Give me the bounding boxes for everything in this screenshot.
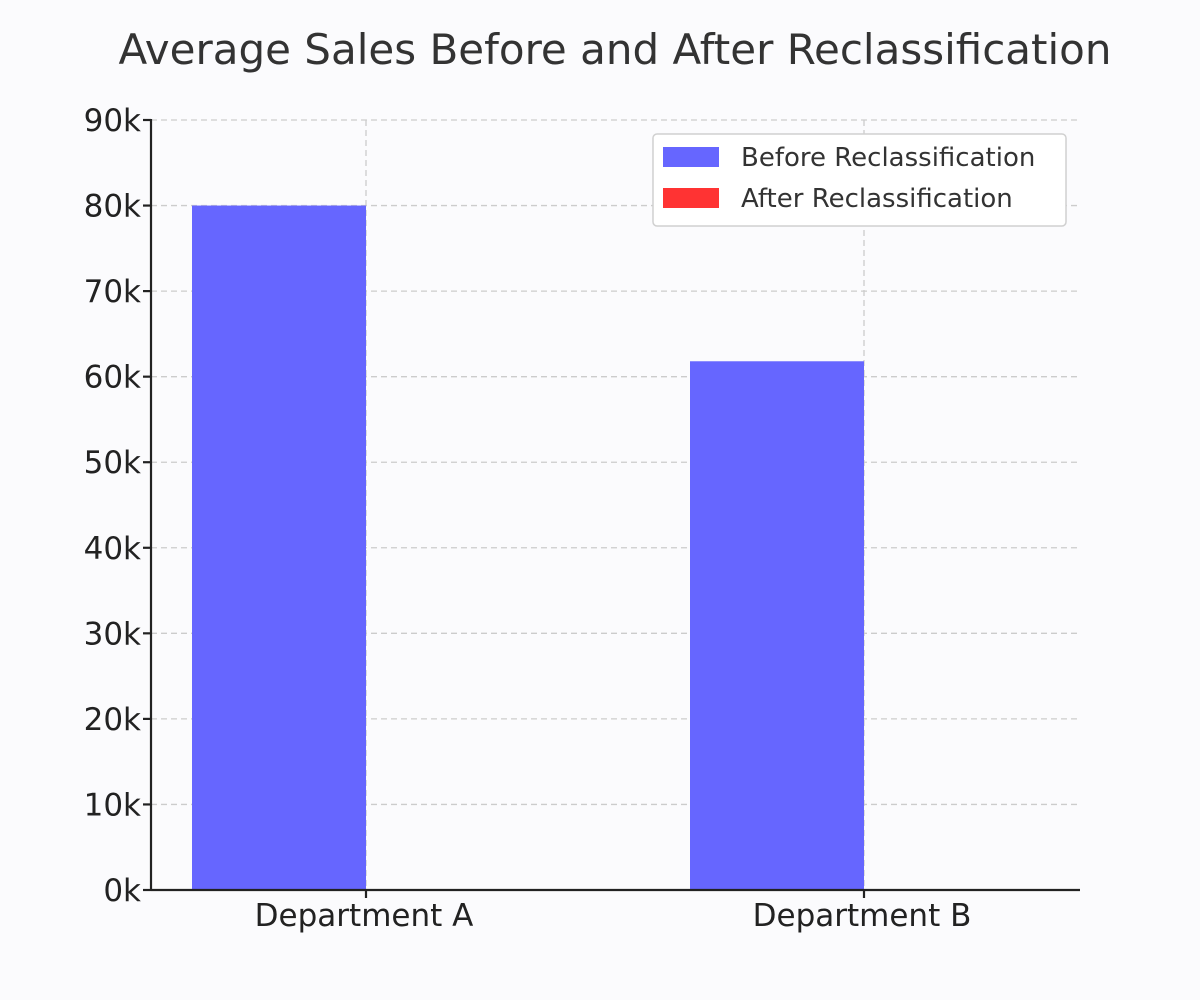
bar-before-1 [690,361,864,890]
axes [143,118,1080,898]
bar-before-0 [192,205,366,891]
legend-swatch [663,188,719,208]
legend-label: Before Reclassification [741,143,1035,173]
y-tick-label: 40k [84,531,141,567]
y-tick-label: 10k [84,787,141,823]
legend-swatch [663,147,719,167]
y-tick-label: 30k [84,616,141,652]
bars [192,205,864,891]
y-tick-label: 80k [84,189,141,225]
y-tick-label: 60k [84,360,141,396]
legend: Before Reclassification After Reclassific… [652,133,1067,227]
y-tick-label: 90k [84,103,141,139]
legend-label: After Reclassification [741,184,1013,214]
y-tick-label: 0k [103,873,141,909]
tick-labels: 0k 10k 20k 30k 40k 50k 60k 70k 80k 90k Department … [84,103,972,934]
legend-box [652,133,1067,227]
y-tick-label: 70k [84,274,141,310]
x-tick-label: Department B [753,898,972,934]
y-tick-label: 50k [84,445,141,481]
chart-title: Average Sales Before and After Reclassif… [118,25,1111,74]
y-tick-label: 20k [84,702,141,738]
x-tick-label: Department A [255,898,474,934]
